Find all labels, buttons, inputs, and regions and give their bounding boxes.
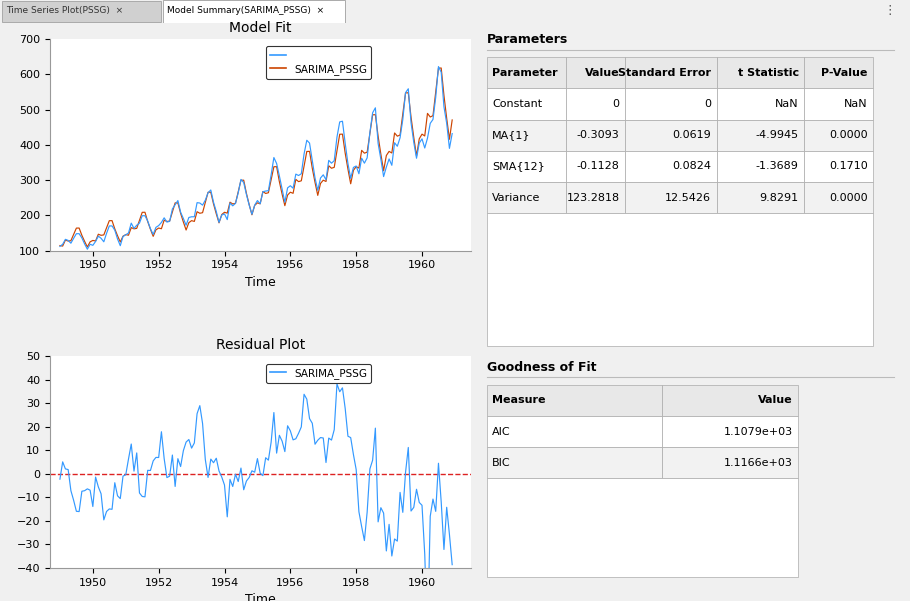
Text: 1.1166e+03: 1.1166e+03 [723, 458, 793, 468]
Text: Measure: Measure [492, 395, 546, 405]
Text: t Statistic: t Statistic [737, 68, 799, 78]
Text: 1.1079e+03: 1.1079e+03 [723, 427, 793, 436]
Text: Parameters: Parameters [487, 33, 568, 46]
Text: 12.5426: 12.5426 [665, 193, 712, 203]
Text: 0.0000: 0.0000 [829, 193, 868, 203]
Text: 0: 0 [704, 99, 712, 109]
Text: -1.3689: -1.3689 [756, 162, 799, 171]
Text: -0.3093: -0.3093 [577, 130, 620, 140]
Text: Constant: Constant [492, 99, 542, 109]
Text: NaN: NaN [844, 99, 868, 109]
Text: 9.8291: 9.8291 [760, 193, 799, 203]
Text: Standard Error: Standard Error [618, 68, 712, 78]
Text: P-Value: P-Value [822, 68, 868, 78]
Bar [163, 0, 345, 23]
X-axis label: Time: Time [246, 276, 276, 289]
Text: Goodness of Fit: Goodness of Fit [487, 361, 596, 374]
Text: 0.1710: 0.1710 [829, 162, 868, 171]
Legend: , SARIMA_PSSG: , SARIMA_PSSG [266, 46, 371, 79]
Text: 0.0619: 0.0619 [672, 130, 712, 140]
X-axis label: Time: Time [246, 593, 276, 601]
Text: Parameter: Parameter [492, 68, 558, 78]
Title: Model Fit: Model Fit [229, 21, 292, 35]
Text: 0.0824: 0.0824 [672, 162, 712, 171]
Bar [2, 1, 161, 22]
Title: Residual Plot: Residual Plot [216, 338, 306, 352]
Text: Model Summary(SARIMA_PSSG)  ×: Model Summary(SARIMA_PSSG) × [167, 7, 324, 16]
Text: AIC: AIC [492, 427, 511, 436]
Text: ⋮: ⋮ [884, 4, 896, 17]
Text: Time Series Plot(PSSG)  ×: Time Series Plot(PSSG) × [6, 7, 124, 16]
Text: 0: 0 [612, 99, 620, 109]
Text: SMA{12}: SMA{12} [492, 162, 545, 171]
Legend: SARIMA_PSSG: SARIMA_PSSG [266, 364, 371, 383]
Text: -0.1128: -0.1128 [577, 162, 620, 171]
Text: MA{1}: MA{1} [492, 130, 531, 140]
Text: Variance: Variance [492, 193, 541, 203]
Text: NaN: NaN [775, 99, 799, 109]
Text: 123.2818: 123.2818 [567, 193, 620, 203]
Text: -4.9945: -4.9945 [755, 130, 799, 140]
Text: Value: Value [585, 68, 620, 78]
Text: BIC: BIC [492, 458, 511, 468]
Text: 0.0000: 0.0000 [829, 130, 868, 140]
Text: Value: Value [758, 395, 793, 405]
